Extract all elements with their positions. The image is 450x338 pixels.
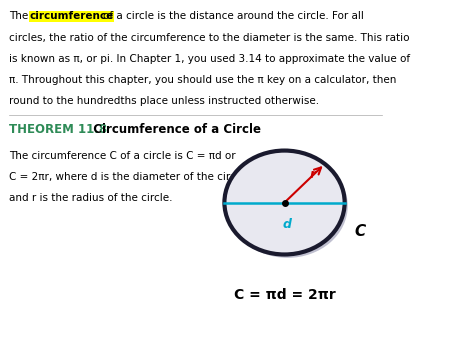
Circle shape <box>228 154 348 258</box>
Text: C = πd = 2πr: C = πd = 2πr <box>234 288 335 302</box>
Text: and r is the radius of the circle.: and r is the radius of the circle. <box>9 193 173 203</box>
Text: circles, the ratio of the circumference to the diameter is the same. This ratio: circles, the ratio of the circumference … <box>9 32 410 43</box>
Circle shape <box>225 150 345 255</box>
Text: THEOREM 11.8: THEOREM 11.8 <box>9 123 107 136</box>
Text: π. Throughout this chapter, you should use the π key on a calculator, then: π. Throughout this chapter, you should u… <box>9 75 396 85</box>
Text: Circumference of a Circle: Circumference of a Circle <box>85 123 261 136</box>
Text: circumference: circumference <box>29 11 113 21</box>
Text: The circumference C of a circle is C = πd or: The circumference C of a circle is C = π… <box>9 151 236 161</box>
Text: round to the hundredths place unless instructed otherwise.: round to the hundredths place unless ins… <box>9 96 319 106</box>
Text: r: r <box>310 168 316 180</box>
Text: C = 2πr, where d is the diameter of the circle: C = 2πr, where d is the diameter of the … <box>9 172 245 182</box>
Text: d: d <box>283 218 292 231</box>
Text: is known as π, or pi. In Chapter 1, you used 3.14 to approximate the value of: is known as π, or pi. In Chapter 1, you … <box>9 54 410 64</box>
Text: The: The <box>9 11 32 21</box>
Text: C: C <box>354 224 365 239</box>
Text: of a circle is the distance around the circle. For all: of a circle is the distance around the c… <box>104 11 364 21</box>
